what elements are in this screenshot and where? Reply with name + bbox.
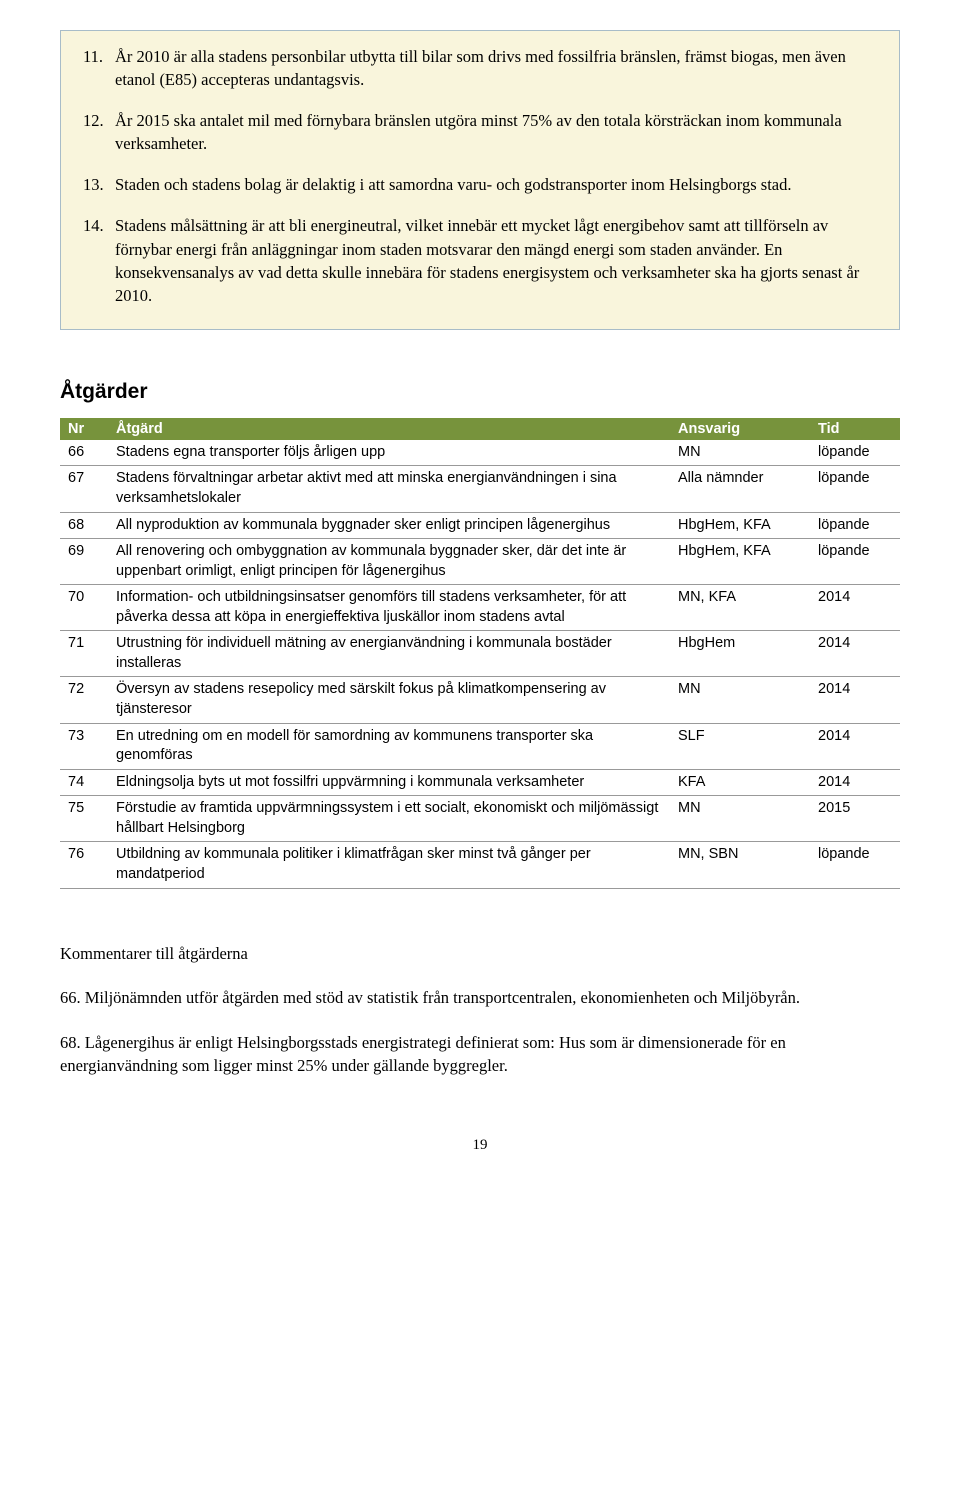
cell-atgard: Stadens förvaltningar arbetar aktivt med…: [108, 466, 670, 512]
atgarder-table: Nr Åtgärd Ansvarig Tid 66Stadens egna tr…: [60, 418, 900, 889]
cell-ansvarig: MN: [670, 440, 810, 466]
cell-atgard: Översyn av stadens resepolicy med särski…: [108, 677, 670, 723]
cell-tid: 2014: [810, 723, 900, 769]
item-text: Staden och stadens bolag är delaktig i a…: [115, 175, 792, 194]
table-row: 67Stadens förvaltningar arbetar aktivt m…: [60, 466, 900, 512]
item-text: Stadens målsättning är att bli energineu…: [115, 216, 859, 304]
table-row: 71Utrustning för individuell mätning av …: [60, 631, 900, 677]
list-item: 13. Staden och stadens bolag är delaktig …: [83, 173, 877, 196]
list-item: 14. Stadens målsättning är att bli energi…: [83, 214, 877, 306]
cell-ansvarig: KFA: [670, 769, 810, 796]
cell-nr: 70: [60, 585, 108, 631]
comments-title: Kommentarer till åtgärderna: [60, 944, 900, 964]
cell-tid: löpande: [810, 512, 900, 539]
cell-tid: 2015: [810, 796, 900, 842]
cell-ansvarig: MN, KFA: [670, 585, 810, 631]
cell-tid: 2014: [810, 769, 900, 796]
cell-tid: 2014: [810, 585, 900, 631]
cell-nr: 76: [60, 842, 108, 888]
cell-ansvarig: MN: [670, 796, 810, 842]
cell-ansvarig: HbgHem, KFA: [670, 539, 810, 585]
table-row: 74Eldningsolja byts ut mot fossilfri upp…: [60, 769, 900, 796]
item-number: 13.: [83, 173, 104, 196]
cell-ansvarig: MN: [670, 677, 810, 723]
cell-atgard: Eldningsolja byts ut mot fossilfri uppvä…: [108, 769, 670, 796]
item-number: 14.: [83, 214, 104, 237]
table-row: 68All nyproduktion av kommunala byggnade…: [60, 512, 900, 539]
cell-nr: 72: [60, 677, 108, 723]
cell-nr: 71: [60, 631, 108, 677]
col-header-atgard: Åtgärd: [108, 418, 670, 440]
comment-para: 66. Miljönämnden utför åtgärden med stöd…: [60, 986, 900, 1009]
table-row: 69All renovering och ombyggnation av kom…: [60, 539, 900, 585]
cell-nr: 69: [60, 539, 108, 585]
cell-ansvarig: HbgHem, KFA: [670, 512, 810, 539]
cell-ansvarig: HbgHem: [670, 631, 810, 677]
cell-nr: 67: [60, 466, 108, 512]
item-text: År 2010 är alla stadens personbilar utby…: [115, 47, 846, 89]
cell-tid: löpande: [810, 466, 900, 512]
cell-atgard: All nyproduktion av kommunala byggnader …: [108, 512, 670, 539]
comment-para: 68. Lågenergihus är enligt Helsingborgss…: [60, 1031, 900, 1077]
section-title: Åtgärder: [60, 380, 900, 404]
cell-tid: löpande: [810, 539, 900, 585]
cell-tid: löpande: [810, 440, 900, 466]
table-header-row: Nr Åtgärd Ansvarig Tid: [60, 418, 900, 440]
cell-ansvarig: Alla nämnder: [670, 466, 810, 512]
item-text: År 2015 ska antalet mil med förnybara br…: [115, 111, 842, 153]
cell-atgard: All renovering och ombyggnation av kommu…: [108, 539, 670, 585]
cell-ansvarig: SLF: [670, 723, 810, 769]
table-body: 66Stadens egna transporter följs årligen…: [60, 440, 900, 888]
cell-atgard: Stadens egna transporter följs årligen u…: [108, 440, 670, 466]
col-header-tid: Tid: [810, 418, 900, 440]
cell-tid: löpande: [810, 842, 900, 888]
col-header-nr: Nr: [60, 418, 108, 440]
item-number: 12.: [83, 109, 104, 132]
item-number: 11.: [83, 45, 103, 68]
cell-nr: 75: [60, 796, 108, 842]
table-row: 70Information- och utbildningsinsatser g…: [60, 585, 900, 631]
list-item: 12. År 2015 ska antalet mil med förnybara…: [83, 109, 877, 155]
cell-nr: 66: [60, 440, 108, 466]
cell-tid: 2014: [810, 631, 900, 677]
numbered-list: 11. År 2010 är alla stadens personbilar u…: [83, 45, 877, 307]
cell-atgard: Information- och utbildningsinsatser gen…: [108, 585, 670, 631]
page-number: 19: [60, 1137, 900, 1154]
cell-atgard: Utrustning för individuell mätning av en…: [108, 631, 670, 677]
table-row: 76Utbildning av kommunala politiker i kl…: [60, 842, 900, 888]
cell-nr: 74: [60, 769, 108, 796]
col-header-ansvarig: Ansvarig: [670, 418, 810, 440]
cell-nr: 73: [60, 723, 108, 769]
list-item: 11. År 2010 är alla stadens personbilar u…: [83, 45, 877, 91]
info-box: 11. År 2010 är alla stadens personbilar u…: [60, 30, 900, 330]
table-row: 75Förstudie av framtida uppvärmningssyst…: [60, 796, 900, 842]
cell-atgard: En utredning om en modell för samordning…: [108, 723, 670, 769]
cell-atgard: Förstudie av framtida uppvärmningssystem…: [108, 796, 670, 842]
cell-atgard: Utbildning av kommunala politiker i klim…: [108, 842, 670, 888]
table-row: 72Översyn av stadens resepolicy med särs…: [60, 677, 900, 723]
cell-ansvarig: MN, SBN: [670, 842, 810, 888]
table-row: 66Stadens egna transporter följs årligen…: [60, 440, 900, 466]
table-row: 73En utredning om en modell för samordni…: [60, 723, 900, 769]
cell-tid: 2014: [810, 677, 900, 723]
cell-nr: 68: [60, 512, 108, 539]
